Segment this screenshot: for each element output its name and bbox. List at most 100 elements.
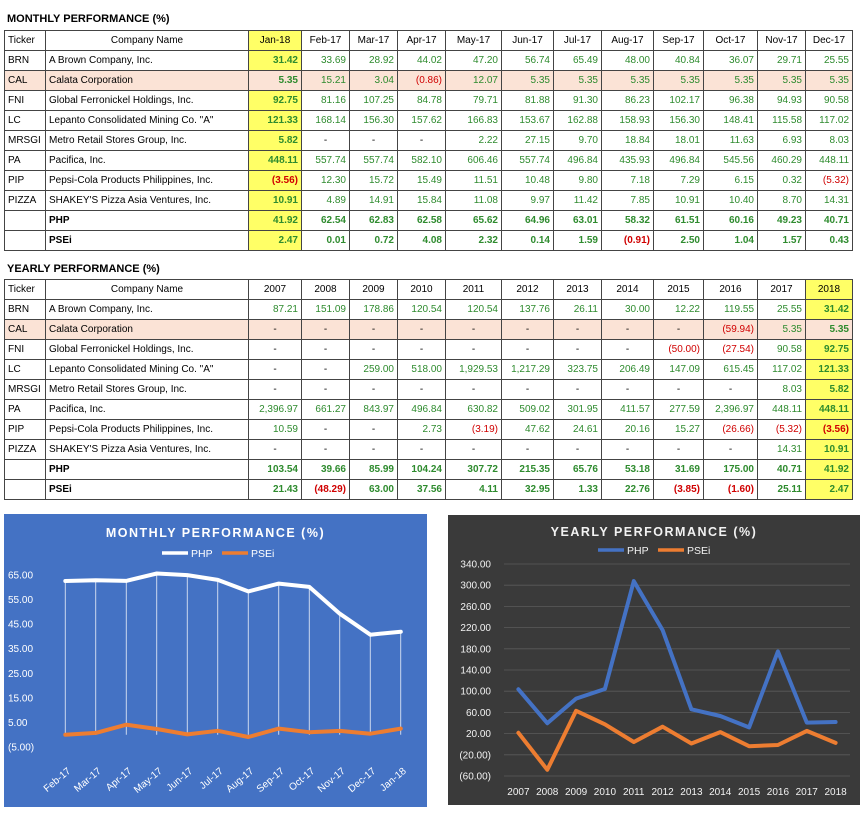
value-cell: (27.54): [703, 339, 758, 360]
table-row: PIZZA SHAKEY'S Pizza Asia Ventures, Inc. -…: [4, 439, 853, 460]
summary-name-cell: PHP: [45, 459, 249, 480]
value-cell: (59.94): [703, 319, 758, 340]
column-header: 2009: [349, 279, 398, 300]
summary-value-cell: 53.18: [601, 459, 654, 480]
column-header: 2016: [703, 279, 758, 300]
value-cell: 843.97: [349, 399, 398, 420]
ticker-cell: BRN: [4, 50, 46, 71]
summary-row: PSEi 2.47 0.01 0.72 4.08 2.32 0.14 1.59 (0.91) 2.…: [4, 230, 853, 251]
summary-value-cell: 175.00: [703, 459, 758, 480]
value-cell: 137.76: [501, 299, 554, 320]
value-cell: 120.54: [397, 299, 446, 320]
value-cell: 606.46: [445, 150, 502, 171]
y-tick-label: 100.00: [460, 687, 491, 698]
x-tick-label: 2010: [594, 787, 617, 798]
summary-value-cell: 103.54: [248, 459, 302, 480]
ticker-cell: PIZZA: [4, 190, 46, 211]
summary-ticker-cell: [4, 479, 46, 500]
value-cell: 40.84: [653, 50, 704, 71]
table-row: PA Pacifica, Inc. 2,396.97 661.27 843.97 496.…: [4, 399, 853, 420]
x-tick-label: 2011: [623, 787, 645, 798]
company-name-cell: Calata Corporation: [45, 319, 249, 340]
value-cell: 0.32: [757, 170, 806, 191]
value-cell: -: [553, 379, 602, 400]
y-tick-label: 25.00: [8, 669, 33, 680]
column-header: Ticker: [4, 279, 46, 300]
yearly-chart: YEARLY PERFORMANCE (%) PHP PSEi 340.00 300.0…: [448, 515, 860, 805]
value-cell: 15.27: [653, 419, 704, 440]
value-cell: -: [349, 339, 398, 360]
table-row: CAL Calata Corporation - - - - - - - - - (59.94) 5.3…: [4, 319, 853, 340]
value-cell: 47.20: [445, 50, 502, 71]
value-cell: 90.58: [805, 90, 853, 111]
value-cell: -: [248, 379, 302, 400]
value-cell: 448.11: [805, 150, 853, 171]
y-tick-label: 340.00: [460, 560, 491, 571]
table-row: PIP Pepsi-Cola Products Philippines, Inc.…: [4, 170, 853, 191]
column-header: 2007: [248, 279, 302, 300]
value-cell: (5.32): [757, 419, 806, 440]
company-name-cell: SHAKEY'S Pizza Asia Ventures, Inc.: [45, 439, 249, 460]
summary-value-cell: 2.32: [445, 230, 502, 251]
value-cell: 9.97: [501, 190, 554, 211]
x-tick-label: 2013: [680, 787, 703, 798]
table-row: PIP Pepsi-Cola Products Philippines, Inc.…: [4, 419, 853, 440]
summary-value-cell: 2.47: [805, 479, 853, 500]
y-tick-label: 55.00: [8, 595, 33, 606]
value-cell: 7.18: [601, 170, 654, 191]
ticker-cell: LC: [4, 359, 46, 380]
value-cell: 156.30: [653, 110, 704, 131]
value-cell: 8.70: [757, 190, 806, 211]
y-tick-label: (20.00): [459, 750, 491, 761]
monthly-performance-table: Ticker Company Name Jan-18 Feb-17 Mar-17 Apr-…: [4, 30, 853, 251]
value-cell: 18.84: [601, 130, 654, 151]
value-cell: 158.93: [601, 110, 654, 131]
x-tick-label: 2018: [824, 787, 847, 798]
value-cell: 496.84: [553, 150, 602, 171]
y-tick-label: 300.00: [460, 581, 491, 592]
value-cell: 11.42: [553, 190, 602, 211]
x-tick-label: 2009: [565, 787, 588, 798]
value-cell: 6.15: [703, 170, 758, 191]
summary-value-cell: 1.57: [757, 230, 806, 251]
value-cell: 496.84: [653, 150, 704, 171]
value-cell: 28.92: [349, 50, 398, 71]
value-cell: -: [653, 319, 704, 340]
value-cell: 115.58: [757, 110, 806, 131]
summary-value-cell: 2.47: [248, 230, 302, 251]
summary-value-cell: 85.99: [349, 459, 398, 480]
table-row: PA Pacifica, Inc. 448.11 557.74 557.74 582.10…: [4, 150, 853, 171]
value-cell: 10.40: [703, 190, 758, 211]
summary-value-cell: 62.83: [349, 210, 398, 231]
value-cell: 5.35: [757, 70, 806, 91]
summary-value-cell: 62.58: [397, 210, 446, 231]
column-header: Jun-17: [501, 30, 554, 51]
value-cell: 10.91: [248, 190, 302, 211]
value-cell: 277.59: [653, 399, 704, 420]
legend-label: PHP: [627, 545, 649, 557]
legend-label: PSEi: [251, 548, 274, 560]
value-cell: 518.00: [397, 359, 446, 380]
summary-name-cell: PSEi: [45, 479, 249, 500]
value-cell: -: [553, 439, 602, 460]
value-cell: -: [703, 439, 758, 460]
value-cell: (5.32): [805, 170, 853, 191]
value-cell: 25.55: [757, 299, 806, 320]
column-header: Ticker: [4, 30, 46, 51]
summary-name-cell: PHP: [45, 210, 249, 231]
summary-value-cell: 32.95: [501, 479, 554, 500]
summary-name-cell: PSEi: [45, 230, 249, 251]
table-row: MRSGI Metro Retail Stores Group, Inc. 5.82…: [4, 130, 853, 151]
value-cell: 92.75: [248, 90, 302, 111]
value-cell: 24.61: [553, 419, 602, 440]
value-cell: 31.42: [248, 50, 302, 71]
summary-ticker-cell: [4, 230, 46, 251]
table-row: MRSGI Metro Retail Stores Group, Inc. - - - -…: [4, 379, 853, 400]
value-cell: 206.49: [601, 359, 654, 380]
value-cell: 557.74: [349, 150, 398, 171]
value-cell: 148.41: [703, 110, 758, 131]
value-cell: -: [349, 439, 398, 460]
value-cell: 5.35: [501, 70, 554, 91]
value-cell: 31.42: [805, 299, 853, 320]
value-cell: -: [397, 439, 446, 460]
